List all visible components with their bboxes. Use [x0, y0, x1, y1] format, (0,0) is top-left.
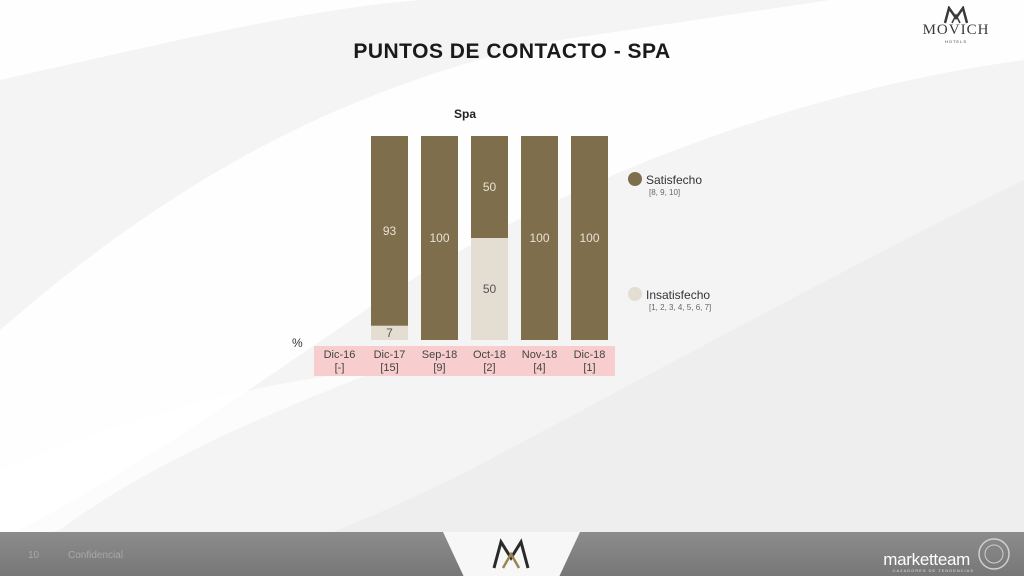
category-label-5: Dic-18	[574, 349, 606, 361]
bar-satisfecho-5	[571, 136, 608, 340]
category-base-4: [4]	[533, 362, 545, 374]
footer-bar: 10 Confidencial marketteam CAZADORES DE …	[0, 532, 1024, 576]
legend-label-satisfied: Satisfecho	[646, 173, 703, 187]
bar-satisfecho-2	[421, 136, 458, 340]
chart-title: Spa	[453, 107, 476, 121]
page-number: 10	[28, 550, 40, 561]
category-base-2: [9]	[433, 362, 445, 374]
bar-satisfecho-1	[371, 136, 408, 326]
bar-insatisfecho-3	[471, 238, 508, 340]
page-title: PUNTOS DE CONTACTO - SPA	[353, 40, 671, 63]
legend-range-unsatisfied: [1, 2, 3, 4, 5, 6, 7]	[649, 303, 712, 312]
category-base-3: [2]	[483, 362, 495, 374]
legend-satisfied: Satisfecho [8, 9, 10]	[628, 172, 702, 197]
category-base-0: [-]	[335, 362, 345, 374]
bar-satisfecho-3	[471, 136, 508, 238]
legend-swatch-satisfied	[628, 172, 642, 186]
bar-satisfecho-4	[521, 136, 558, 340]
footer-notch	[443, 532, 580, 576]
data-label-satisfecho-1: 93	[383, 224, 397, 238]
logo-name: MOVICH	[922, 22, 990, 38]
logo-subtitle: HOTELS	[944, 39, 967, 44]
category-label-1: Dic-17	[374, 349, 406, 361]
confidential-label: Confidencial	[68, 550, 124, 561]
data-label-satisfecho-3: 50	[483, 180, 497, 194]
category-base-5: [1]	[583, 362, 595, 374]
data-label-satisfecho-4: 100	[529, 231, 549, 245]
data-label-satisfecho-2: 100	[429, 231, 449, 245]
category-label-4: Nov-18	[522, 349, 557, 361]
data-label-insatisfecho-1: 7	[386, 326, 393, 340]
movich-logo: MOVICH HOTELS	[916, 6, 996, 44]
data-label-insatisfecho-3: 50	[483, 282, 497, 296]
legend-label-unsatisfied: Insatisfecho	[646, 288, 711, 302]
legend-range-satisfied: [8, 9, 10]	[649, 188, 681, 197]
category-band	[314, 346, 615, 376]
data-label-satisfecho-5: 100	[579, 231, 599, 245]
seal-icon	[978, 538, 1010, 570]
legend-unsatisfied: Insatisfecho [1, 2, 3, 4, 5, 6, 7]	[628, 287, 711, 312]
legend-swatch-unsatisfied	[628, 287, 642, 301]
category-base-1: [15]	[380, 362, 398, 374]
category-label-3: Oct-18	[473, 349, 506, 361]
mm-monogram-icon	[492, 538, 530, 569]
category-label-2: Sep-18	[422, 349, 457, 361]
unit-label: %	[292, 336, 303, 350]
category-label-0: Dic-16	[324, 349, 356, 361]
movich-m-icon	[943, 6, 969, 24]
marketteam-subtitle: CAZADORES DE TENDENCIAS	[892, 568, 974, 573]
bar-insatisfecho-1	[371, 325, 408, 340]
marketteam-logo: marketteam	[883, 550, 970, 569]
